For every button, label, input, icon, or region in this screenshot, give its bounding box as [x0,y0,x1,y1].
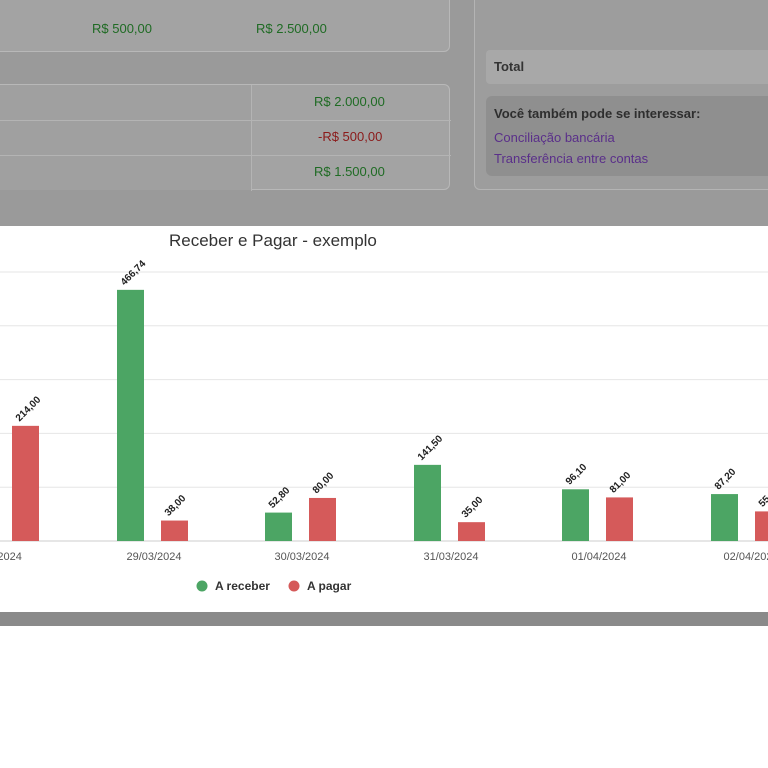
related-title: Você também pode se interessar: [494,106,701,121]
data-label-pagar-2: 80,00 [311,470,337,496]
total-label: Total [494,59,525,74]
summary-value-b: R$ 2.500,00 [256,21,327,36]
bottom-bar [0,612,768,626]
link-conciliacao[interactable]: Conciliação bancária [494,130,615,145]
x-tick-label-3: 31/03/2024 [423,551,478,563]
summary-value-a: R$ 500,00 [92,21,152,36]
related-box [486,96,768,176]
data-label-pagar-4: 81,00 [608,470,634,496]
row-value-2: -R$ 500,00 [318,129,383,144]
legend-marker-receber [196,580,208,592]
legend-label-pagar: A pagar [307,579,352,593]
bar-receber-4 [562,489,589,541]
legend-marker-pagar [288,580,300,592]
bar-receber-5 [711,494,738,541]
bar-receber-2 [265,512,292,541]
x-tick-label-5: 02/04/202 [724,551,768,563]
values-card: R$ 2.000,00 -R$ 500,00 R$ 1.500,00 [0,84,451,191]
bar-pagar-0 [12,425,39,541]
chart-panel: Receber e Pagar - exemplo 466,74 52,80 141… [0,226,768,612]
bar-pagar-5 [755,511,768,541]
row-value-1: R$ 2.000,00 [314,94,385,109]
x-tick-label-1: 29/03/2024 [126,551,181,563]
data-label-pagar-1: 38,00 [163,493,189,519]
row-value-3: R$ 1.500,00 [314,164,385,179]
bar-pagar-1 [161,520,188,541]
data-label-pagar-3: 35,00 [460,495,486,521]
bar-receber-3 [414,464,441,541]
data-label-pagar-0: 214,00 [14,394,44,424]
x-tick-label-4: 01/04/2024 [571,551,626,563]
chart-title: Receber e Pagar - exemplo [169,231,377,250]
bar-pagar-3 [458,522,485,541]
summary-card: R$ 500,00 R$ 2.500,00 [0,0,450,52]
bar-pagar-2 [309,497,336,541]
legend-label-receber: A receber [215,579,270,593]
bar-pagar-4 [606,497,633,541]
data-label-receber-5: 87,20 [713,466,739,492]
data-label-receber-2: 52,80 [267,485,293,511]
x-tick-label-2: 30/03/2024 [274,551,329,563]
data-label-pagar-5: 55 [757,494,768,510]
bar-chart: 466,74 52,80 141,50 96,10 87,20 214,00 38,00 80… [0,258,768,593]
x-tick-label-0: 3/2024 [0,551,22,563]
data-label-receber-3: 141,50 [416,433,446,463]
total-row [486,50,768,84]
data-label-receber-1: 466,74 [119,258,149,288]
bar-receber-1 [117,289,144,541]
background-page: R$ 500,00 R$ 2.500,00 R$ 2.000,00 -R$ 50… [0,0,768,226]
data-label-receber-4: 96,10 [564,462,590,488]
link-transferencia[interactable]: Transferência entre contas [494,151,649,166]
